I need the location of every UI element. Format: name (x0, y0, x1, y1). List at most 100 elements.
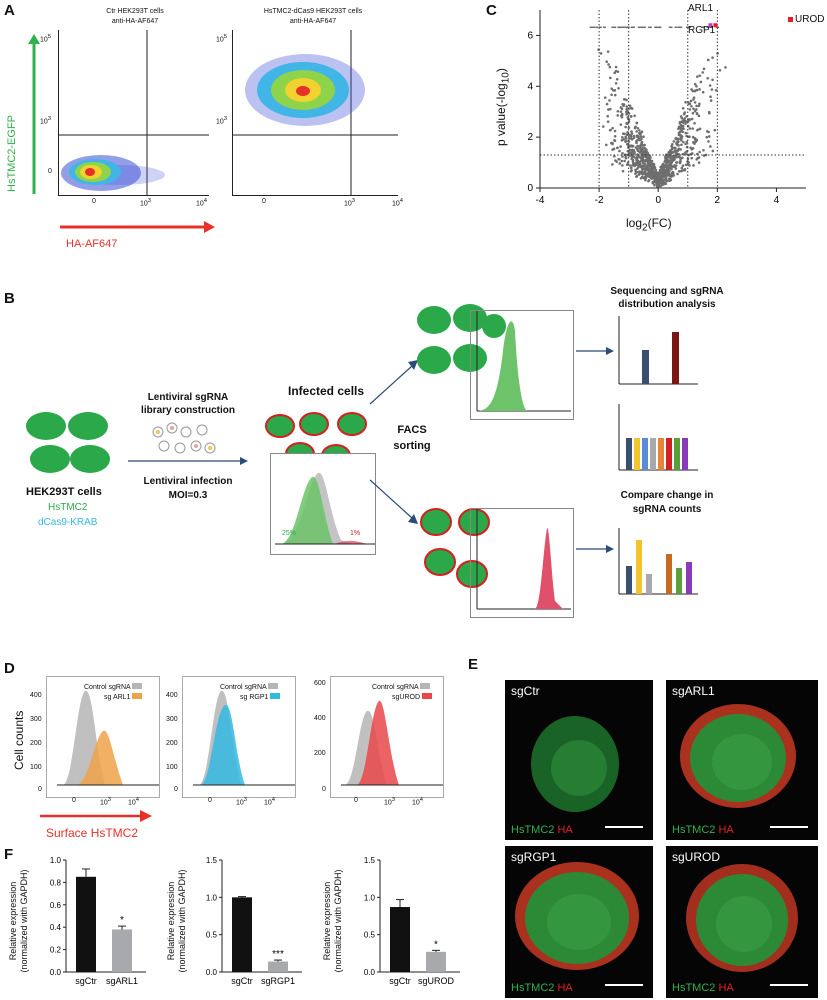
d1-legend-sg: sg ARL1 (104, 693, 143, 701)
legend-red-marker (788, 16, 793, 22)
legend-label: UROD (795, 14, 825, 25)
d2-legend-sg-swatch (270, 693, 281, 699)
volcano-annotation-arl1: ARL1 (688, 3, 714, 14)
seq-bar-icon (618, 316, 698, 385)
micro-caption-sgrgp1: HsTMC2 HA (511, 982, 573, 994)
significance-marker: * (120, 915, 124, 926)
d1-legend-ctrl-swatch (132, 683, 143, 689)
bar-ytick-label: 0.4 (50, 923, 62, 932)
bar-ytick-label: 0.0 (206, 968, 218, 977)
flow-plot-dcas9 (232, 30, 398, 196)
d3-legend-sg-label: sgUROD (392, 694, 421, 701)
flow-plot-ctr-canvas (59, 30, 209, 195)
gate-left-pct: 25% (282, 530, 297, 537)
compare-title-1: Compare change in (620, 490, 714, 501)
d1-legend-sg-swatch (132, 693, 143, 699)
micrograph-sgrgp1-image (515, 862, 639, 970)
lib-title-1: Lentiviral sgRNA (147, 392, 229, 403)
compare-title-2: sgRNA counts (632, 504, 702, 515)
f1-y-axis-label: Relative expression (normalized with GAPD… (8, 869, 29, 973)
plot-a1-title: Ctr HEK293T cells (106, 8, 164, 15)
d1-xtick-0: 0 (72, 797, 76, 804)
d3-xtick-2: 104 (412, 797, 424, 807)
d-hist-arl1-canvas (57, 690, 159, 786)
d2-ytick-4: 0 (174, 786, 178, 793)
scale-bar (770, 826, 808, 828)
d2-ytick-1: 300 (166, 716, 178, 723)
micro-label-sgctr: sgCtr (511, 684, 540, 698)
micro-label-sgarl1: sgARL1 (672, 684, 715, 698)
d-x-axis-arrow (40, 810, 152, 822)
a1-ytick-mid: 103 (40, 116, 52, 126)
micro-label-sgrgp1: sgRGP1 (511, 850, 557, 864)
bar-category-label: sgCtr (231, 976, 253, 986)
volcano-legend: UROD (788, 14, 824, 25)
infection-text-1: Lentiviral infection (143, 476, 233, 487)
d3-xtick-1: 103 (384, 797, 396, 807)
a-y-axis-label: HsTMC2-EGFP (6, 115, 18, 192)
bar-ytick-label: 0.5 (206, 931, 218, 940)
lib-title-2: library construction (141, 405, 235, 416)
a2-ytick-top: 105 (216, 34, 228, 44)
virus-library-icon (152, 422, 216, 454)
significance-marker: * (434, 939, 438, 950)
d3-ytick-3: 0 (322, 786, 326, 793)
panel-f-letter: F (4, 846, 14, 863)
a1-ytick-top: 105 (40, 34, 52, 44)
sorted-green-histogram-canvas (476, 311, 571, 412)
d1-xtick-2: 104 (128, 797, 140, 807)
volcano-ytick-label: 2 (527, 132, 533, 143)
bar-sgRGP1 (268, 961, 288, 972)
d3-ytick-1: 400 (314, 715, 326, 722)
d1-xtick-1: 103 (100, 797, 112, 807)
d-x-axis-label: Surface HsTMC2 (46, 826, 139, 840)
volcano-point-rgp1 (713, 23, 718, 28)
volcano-ytick-label: 0 (527, 183, 533, 194)
d2-xtick-1: 103 (236, 797, 248, 807)
d2-legend-sg: sg RGP1 (240, 693, 281, 701)
micrograph-sgarl1: sgARL1 HsTMC2 HA (666, 680, 818, 840)
d-hist-urod (330, 676, 444, 798)
micrograph-sgctr-image (531, 716, 619, 812)
bar-chart-rgp1: 0.0 0.5 1.0 1.5 sgCtr sgRGP1 *** (206, 856, 302, 986)
x-axis-arrow (60, 221, 215, 233)
plot-a2-subtitle: anti-HA-AF647 (289, 18, 337, 25)
hek-cells-line1: HsTMC2 (48, 502, 88, 513)
y-axis-arrow (28, 34, 40, 194)
bar-category-label: sgRGP1 (261, 976, 295, 986)
plot-a2-title: HsTMC2-dCas9 HEK293T cells (263, 8, 363, 15)
significance-marker: *** (272, 949, 284, 960)
a1-xtick-end: 104 (196, 198, 208, 208)
bar-sgCtr (76, 876, 96, 972)
d1-ytick-4: 0 (38, 786, 42, 793)
sorted-red-cells (420, 508, 490, 588)
sort-arrow-down (369, 479, 418, 524)
d1-ytick-1: 300 (30, 716, 42, 723)
library-distribution-icon (618, 404, 698, 471)
scale-bar (770, 984, 808, 986)
a2-xtick-zero: 0 (262, 198, 266, 205)
micro-caption-sgurod: HsTMC2 HA (672, 982, 734, 994)
scale-bar (605, 984, 643, 986)
panel-a-letter: A (4, 2, 15, 19)
d2-legend-sg-label: sg RGP1 (240, 694, 269, 701)
volcano-ytick-label: 6 (527, 30, 533, 41)
d3-ytick-0: 600 (314, 680, 326, 687)
flow-plot-ctr (58, 30, 209, 196)
micrograph-sgurod: sgUROD HsTMC2 HA (666, 846, 818, 998)
volcano-xtick-label: -2 (595, 195, 604, 206)
d-hist-rgp1-canvas (193, 690, 295, 786)
micrograph-sgurod-image (686, 864, 798, 972)
a2-xtick-mid: 103 (344, 198, 356, 208)
facs-text-1: FACS (397, 424, 427, 436)
hek-cells-name: HEK293T cells (26, 486, 102, 498)
bar-chart-urod: 0.0 0.5 1.0 1.5 sgCtr sgUROD * (364, 856, 460, 986)
gate-histogram (270, 453, 376, 555)
d2-xtick-0: 0 (208, 797, 212, 804)
compare-bar-icon (618, 528, 698, 595)
volcano-ytick-label: 4 (527, 81, 533, 92)
a2-xtick-end: 104 (392, 198, 404, 208)
hek-cells-illustration (26, 412, 110, 473)
c-x-axis-label: log2(FC) (626, 216, 672, 234)
d-hist-urod-canvas (341, 700, 443, 786)
